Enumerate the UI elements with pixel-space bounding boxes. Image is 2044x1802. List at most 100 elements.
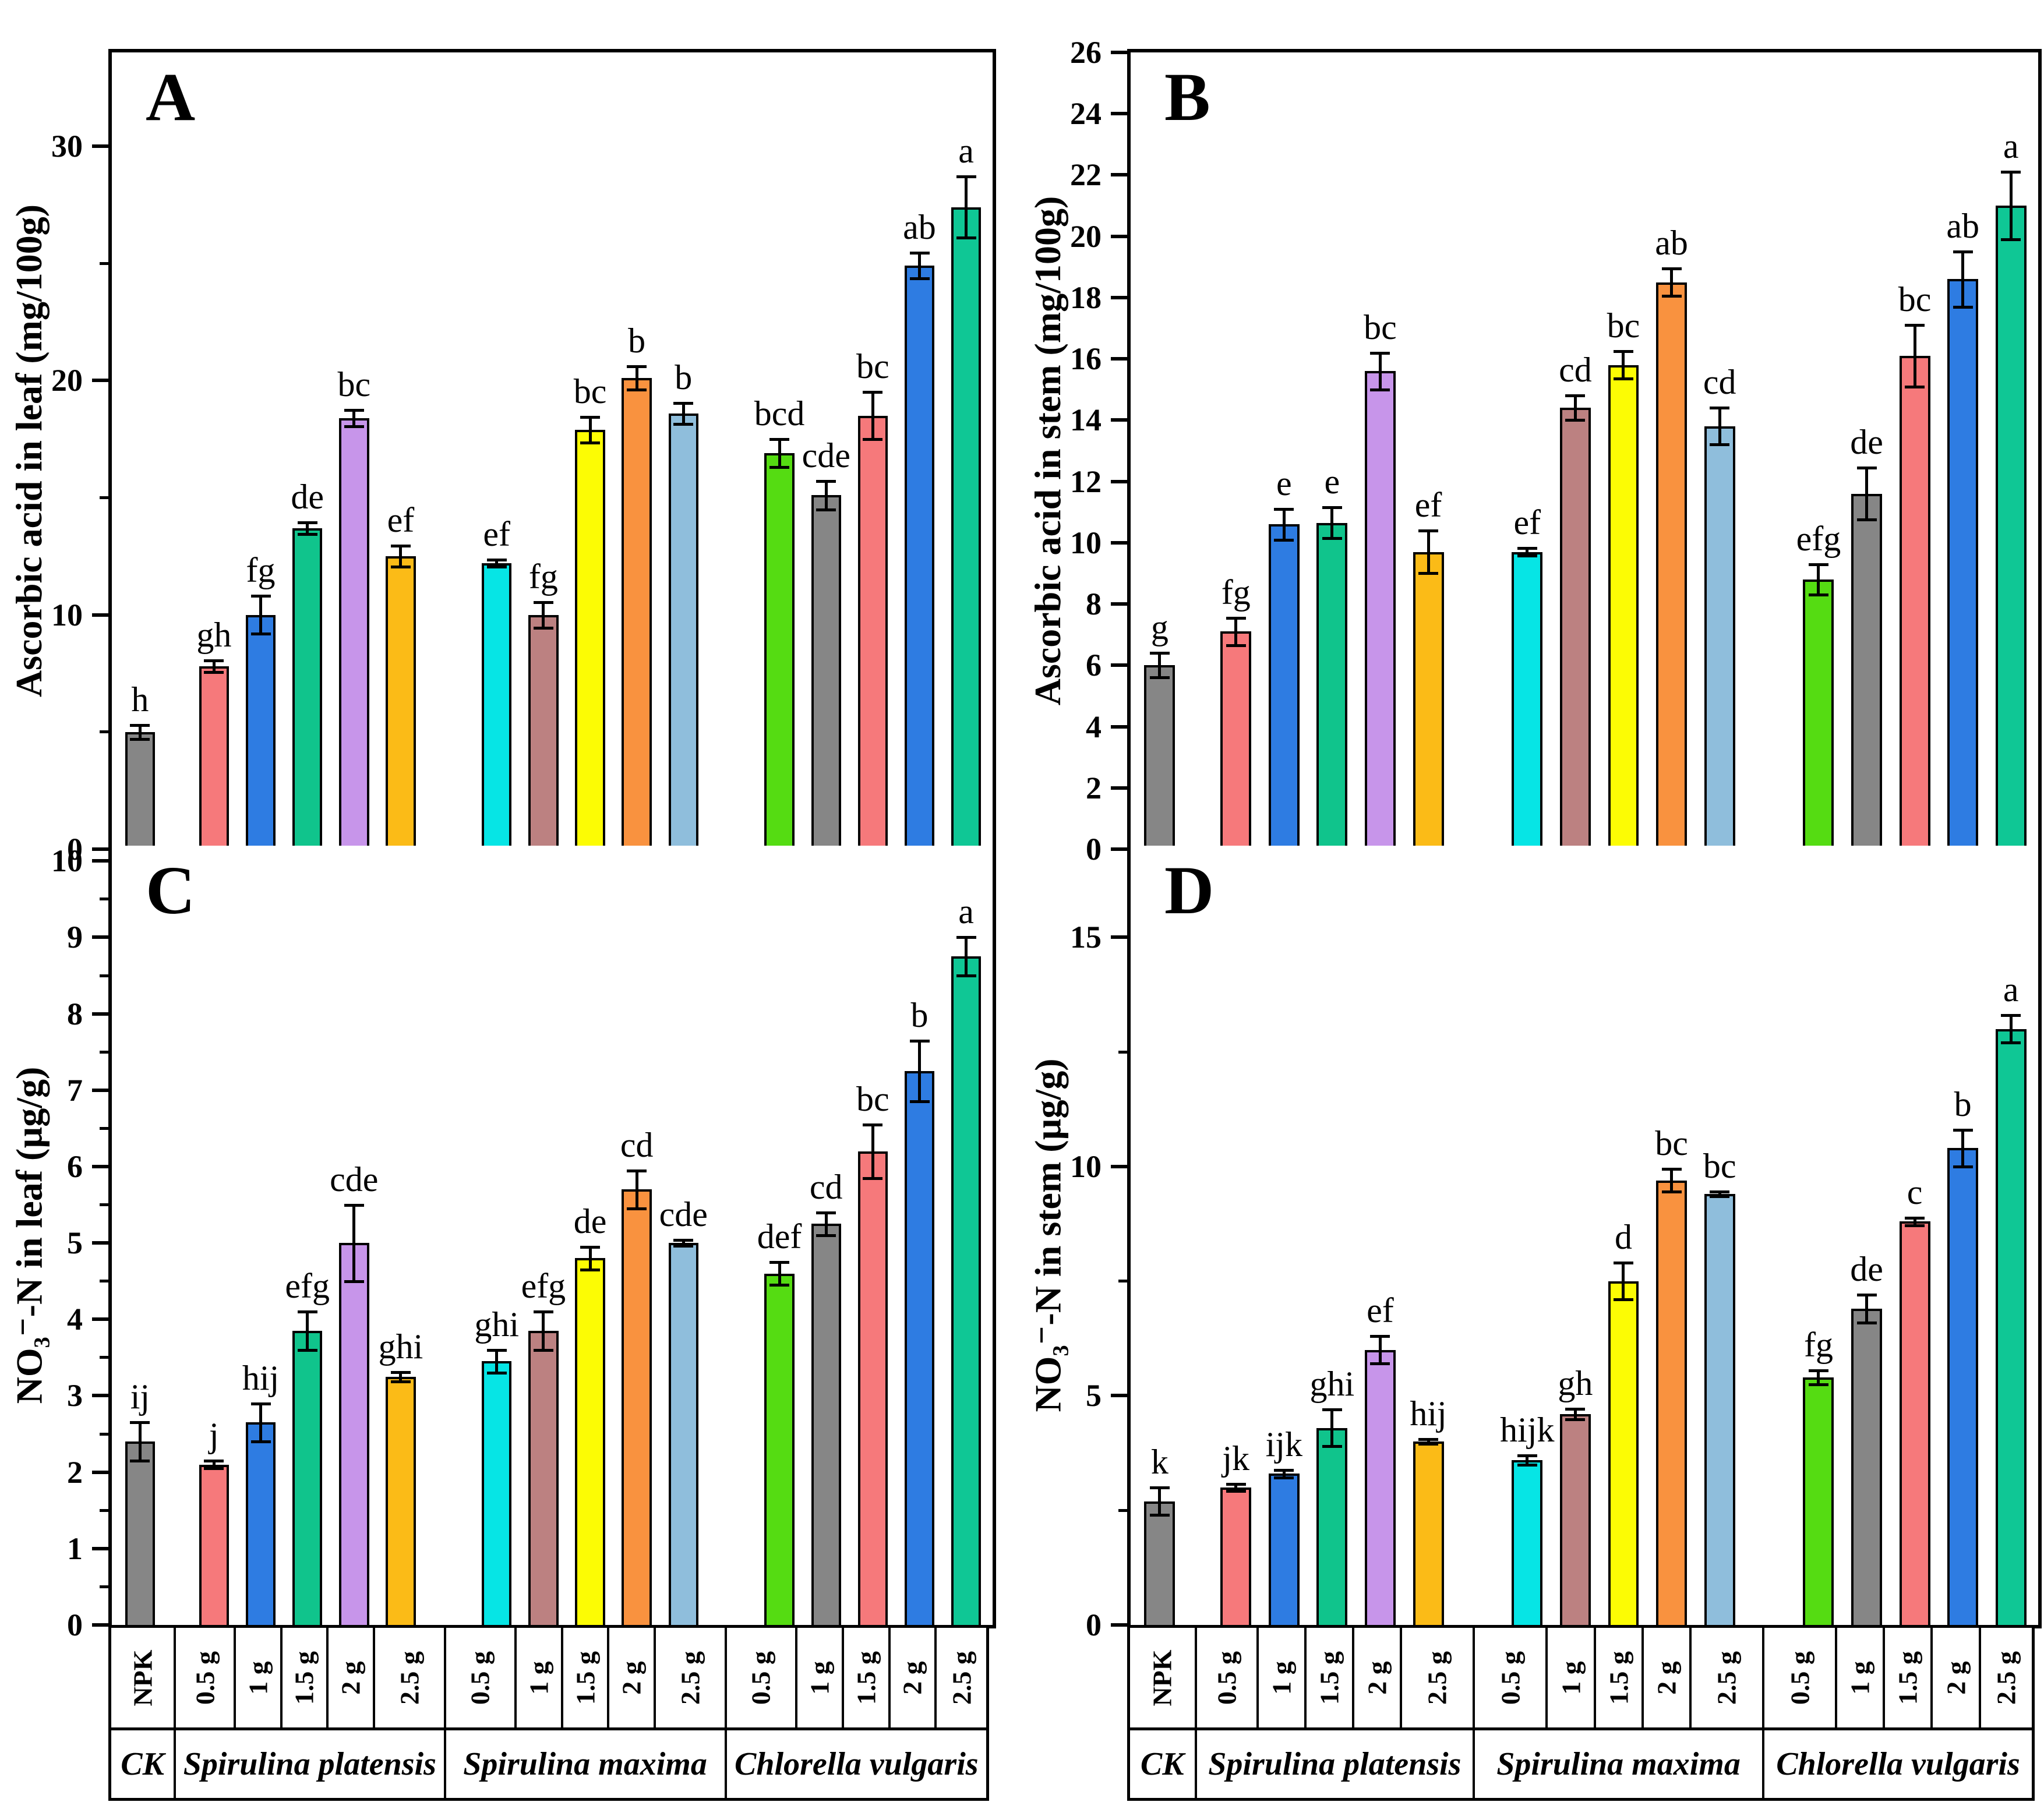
y-tick-label: 18: [1070, 280, 1102, 315]
x-group-label: Spirulina platensis: [183, 1746, 436, 1782]
error-bar-cap-top: [2001, 171, 2021, 174]
significance-letter: ab: [1946, 207, 1979, 245]
x-tick-label: 2.5 g: [1422, 1651, 1452, 1705]
bar: [1220, 631, 1252, 849]
bar: [339, 1243, 369, 1625]
error-bar-cap-bottom: [627, 388, 647, 392]
error-bar-stem: [1718, 408, 1721, 445]
y-tick-label: 10: [51, 843, 83, 879]
error-bar-stem: [1282, 1469, 1286, 1478]
error-bar-cap-bottom: [1661, 1190, 1682, 1194]
x-tick-cell: 0.5 g: [446, 1628, 517, 1727]
y-tick-label: 0: [1086, 1607, 1102, 1642]
bar: [1851, 493, 1883, 849]
bar: [668, 1243, 698, 1625]
error-bar-cap-bottom: [130, 1459, 150, 1462]
x-tick-label: 0.5 g: [190, 1651, 220, 1705]
error-bar-stem: [1670, 1168, 1674, 1192]
error-bar-cap-top: [909, 1039, 930, 1043]
y-tick-label: 0: [1086, 832, 1102, 867]
bar: [528, 1330, 559, 1625]
error-bar-cap-bottom: [204, 1467, 224, 1471]
y-tick-major: [1111, 112, 1127, 116]
significance-letter: bc: [856, 1079, 889, 1118]
bar: [386, 1376, 416, 1625]
error-bar-cap-top: [816, 1211, 836, 1214]
significance-letter: ab: [1655, 223, 1688, 262]
significance-letter: b: [1954, 1084, 1972, 1123]
error-bar-cap-top: [1149, 652, 1170, 655]
y-tick-major: [1111, 847, 1127, 851]
error-bar-cap-bottom: [130, 737, 150, 741]
y-tick-label: 14: [1070, 402, 1102, 438]
y-tick-label: 16: [1070, 341, 1102, 377]
significance-letter: bc: [337, 365, 371, 404]
error-bar-cap-bottom: [250, 1440, 271, 1444]
error-bar-cap-bottom: [344, 1280, 364, 1283]
x-group-label: Spirulina platensis: [1208, 1746, 1461, 1782]
x-tick-label: NPK: [128, 1649, 158, 1706]
x-tick-cell: 2.5 g: [1692, 1628, 1764, 1727]
x-tick-label: 2 g: [616, 1660, 647, 1695]
error-bar-stem: [2009, 1015, 2013, 1043]
bar: [245, 1422, 276, 1625]
error-bar-cap-top: [1418, 529, 1439, 532]
error-bar-cap-bottom: [1856, 1321, 1877, 1324]
x-group-label: CK: [121, 1746, 164, 1782]
bar: [1144, 665, 1175, 849]
y-tick-minor: [1118, 1280, 1128, 1283]
error-bar-cap-top: [1905, 324, 1925, 327]
x-tick-cell: 2.5 g: [937, 1628, 986, 1727]
x-tick-label: 0.5 g: [465, 1651, 495, 1705]
x-tick-cell: 2 g: [1644, 1628, 1692, 1727]
panel-letter: A: [146, 59, 196, 135]
y-tick-label: 10: [51, 597, 83, 633]
error-bar-cap-bottom: [1856, 518, 1877, 522]
y-tick-label: 0: [67, 832, 83, 867]
error-bar-cap-top: [2001, 1014, 2021, 1017]
error-bar-stem: [918, 1040, 921, 1102]
y-tick-major: [92, 1317, 108, 1322]
significance-letter: ef: [1414, 485, 1442, 524]
error-bar-stem: [1330, 507, 1334, 538]
error-bar-cap-bottom: [1370, 388, 1390, 391]
error-bar-stem: [588, 416, 592, 443]
error-bar-stem: [824, 481, 828, 510]
significance-letter: a: [958, 132, 974, 171]
error-bar-cap-bottom: [1710, 1195, 1730, 1199]
error-bar-cap-top: [580, 1245, 601, 1249]
error-bar-stem: [1961, 252, 1965, 307]
y-tick-label: 24: [1070, 96, 1102, 132]
error-bar-stem: [138, 725, 142, 739]
bar: [1947, 1148, 1979, 1625]
bar: [1851, 1308, 1883, 1625]
y-tick-minor: [100, 1356, 109, 1359]
bar: [482, 1361, 512, 1625]
error-bar-stem: [778, 439, 781, 468]
significance-letter: de: [1850, 422, 1883, 461]
bar: [1803, 580, 1834, 849]
error-bar-cap-bottom: [1418, 1443, 1439, 1446]
x-group-cell: Spirulina maxima: [1475, 1730, 1765, 1798]
x-tick-cell: 1 g: [1259, 1628, 1307, 1727]
error-bar-stem: [542, 602, 545, 628]
y-tick-major: [92, 1546, 108, 1550]
y-tick-minor: [100, 496, 109, 499]
error-bar-cap-top: [816, 480, 836, 483]
y-tick-label: 2: [67, 1454, 83, 1490]
error-bar-cap-bottom: [1517, 554, 1537, 557]
x-tick-label: 2 g: [336, 1660, 366, 1695]
bar: [1413, 1441, 1444, 1625]
error-bar-cap-bottom: [1905, 385, 1925, 388]
y-tick-label: 3: [67, 1378, 83, 1414]
error-bar-cap-top: [344, 1203, 364, 1207]
error-bar-cap-bottom: [1808, 593, 1828, 597]
x-tick-label: 1.5 g: [1314, 1651, 1344, 1705]
error-bar-cap-top: [1149, 1486, 1170, 1489]
y-tick-label: 6: [67, 1149, 83, 1184]
bar: [1803, 1377, 1834, 1625]
bar: [1656, 1180, 1688, 1625]
y-tick-label: 8: [67, 996, 83, 1031]
error-bar-cap-top: [1856, 466, 1877, 469]
x-tick-cell: 2.5 g: [1981, 1628, 2032, 1727]
